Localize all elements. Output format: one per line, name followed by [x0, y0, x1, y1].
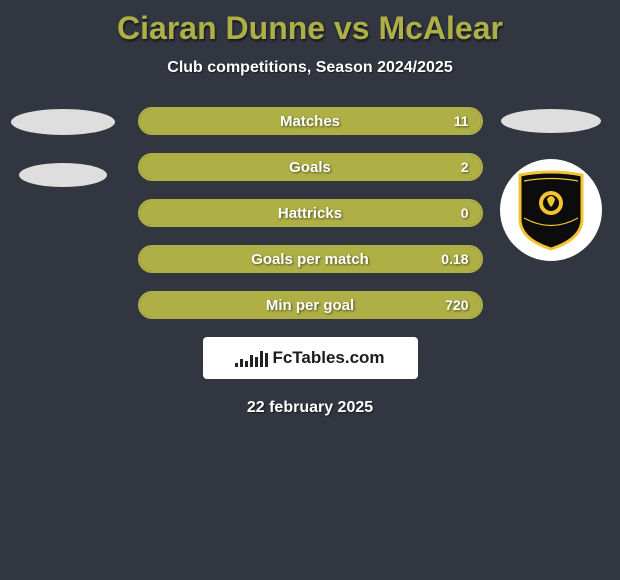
stat-value: 11	[454, 113, 469, 129]
stat-value: 2	[461, 159, 469, 175]
stat-bars: Matches 11 Goals 2 Hattricks 0 Goals per match…	[138, 107, 483, 319]
stat-label: Goals	[289, 159, 331, 176]
brand-bar-segment	[265, 353, 268, 367]
left-player-placeholder	[8, 107, 118, 187]
date-label: 22 february 2025	[0, 399, 620, 417]
brand-bar-segment	[250, 355, 253, 367]
brand-box: FcTables.com	[203, 337, 418, 379]
placeholder-ellipse	[501, 109, 601, 133]
brand-bar-segment	[240, 359, 243, 367]
right-player-badge	[500, 107, 602, 267]
brand-bars-icon	[235, 349, 268, 367]
brand-text: FcTables.com	[272, 348, 384, 368]
stat-label: Goals per match	[251, 251, 369, 268]
stat-bar: Matches 11	[138, 107, 483, 135]
stat-value: 0.18	[441, 251, 468, 267]
placeholder-ellipse	[19, 163, 107, 187]
club-crest	[500, 159, 602, 261]
stat-label: Min per goal	[266, 297, 354, 314]
brand-bar-segment	[245, 361, 248, 367]
subtitle: Club competitions, Season 2024/2025	[0, 59, 620, 77]
placeholder-ellipse	[11, 109, 115, 135]
stat-bar: Min per goal 720	[138, 291, 483, 319]
stat-label: Hattricks	[278, 205, 342, 222]
stat-value: 0	[461, 205, 469, 221]
stat-bar: Hattricks 0	[138, 199, 483, 227]
page-title: Ciaran Dunne vs McAlear	[0, 0, 620, 47]
shield-icon	[516, 169, 586, 251]
stat-bar: Goals per match 0.18	[138, 245, 483, 273]
brand-bar-segment	[260, 351, 263, 367]
brand-bar-segment	[255, 357, 258, 367]
stat-bar: Goals 2	[138, 153, 483, 181]
stat-label: Matches	[280, 113, 340, 130]
stat-value: 720	[445, 297, 468, 313]
brand-bar-segment	[235, 363, 238, 367]
comparison-panel: Matches 11 Goals 2 Hattricks 0 Goals per match…	[0, 107, 620, 417]
